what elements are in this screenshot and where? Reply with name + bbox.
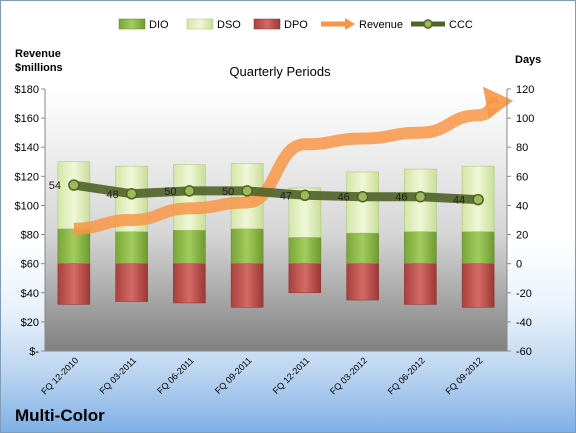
- x-tick-label: FQ 12-2010: [39, 355, 80, 396]
- ccc-point: [125, 188, 138, 200]
- left-tick-label: $20: [21, 317, 39, 329]
- ccc-data-label: 48: [107, 189, 119, 201]
- bar-dso: [173, 164, 206, 231]
- bar-dio: [288, 237, 322, 264]
- bar-dpo: [461, 263, 495, 308]
- ccc-data-label: 54: [49, 180, 61, 192]
- ccc-data-label: 44: [453, 195, 465, 207]
- legend: DIO DSO DPO Revenue CCC: [118, 18, 473, 31]
- left-tick-label: $60: [21, 259, 39, 271]
- right-tick-label: 40: [516, 200, 528, 212]
- ccc-point: [356, 190, 369, 203]
- left-tick-label: $40: [21, 288, 39, 300]
- revenue-arrowhead: [483, 86, 513, 119]
- x-tick-label: FQ 09-2011: [213, 355, 254, 396]
- ccc-line: [69, 180, 483, 205]
- left-tick-label: $120: [15, 171, 39, 183]
- legend-swatch: [186, 18, 214, 30]
- legend-label: Revenue: [359, 19, 403, 31]
- left-axis-title-line: Revenue: [15, 48, 61, 60]
- legend-marker: [423, 19, 433, 29]
- x-tick-label: FQ 03-2012: [328, 355, 369, 396]
- right-axis-title: Days: [515, 54, 541, 66]
- right-tick-label: 0: [516, 259, 522, 271]
- right-tick-label: -20: [516, 288, 532, 300]
- bar-dpo: [57, 263, 91, 305]
- legend-swatch: [253, 18, 281, 30]
- bar-dpo: [173, 263, 206, 304]
- ccc-data-label: 46: [395, 192, 407, 204]
- bar-dpo: [346, 263, 379, 301]
- legend-label: CCC: [449, 19, 473, 31]
- left-tick-label: $180: [15, 84, 39, 96]
- left-tick-label: $-: [29, 346, 39, 358]
- bar-dio: [461, 231, 495, 264]
- bar-dio: [346, 232, 379, 264]
- company-name: Multi-Color: [15, 406, 105, 425]
- ccc-point: [68, 179, 80, 191]
- left-tick-label: $140: [15, 142, 39, 154]
- legend-swatch: [118, 18, 146, 30]
- chart-subtitle: Quarterly Periods: [229, 64, 331, 79]
- ccc-point: [472, 193, 484, 206]
- revenue-line: [73, 97, 499, 235]
- bar-dpo: [230, 263, 264, 308]
- bar-dio: [173, 229, 206, 264]
- legend-label: DIO: [149, 19, 169, 31]
- left-tick-label: $80: [21, 230, 39, 242]
- left-tick-label: $100: [15, 200, 39, 212]
- bar-dpo: [288, 263, 322, 294]
- bar-dio: [115, 231, 148, 264]
- right-tick-label: 80: [516, 142, 528, 154]
- bar-dpo: [115, 263, 148, 302]
- x-tick-label: FQ 03-2011: [97, 355, 138, 396]
- left-axis-title-line: $millions: [15, 62, 63, 74]
- right-tick-label: 60: [516, 171, 528, 183]
- x-tick-label: FQ 06-2011: [155, 355, 196, 396]
- right-tick-label: 20: [516, 230, 528, 242]
- bar-dio: [404, 231, 437, 264]
- left-axis-title: Revenue $millions: [15, 48, 63, 74]
- right-tick-label: -60: [516, 346, 532, 358]
- left-tick-label: $160: [15, 113, 39, 125]
- right-tick-label: 120: [516, 84, 534, 96]
- ccc-point: [183, 185, 196, 197]
- x-tick-label: FQ 09-2012: [444, 355, 485, 396]
- ccc-data-label: 50: [222, 186, 234, 198]
- ccc-point: [299, 189, 311, 202]
- x-tick-label: FQ 06-2012: [386, 355, 427, 396]
- ccc-data-label: 50: [164, 186, 176, 198]
- ccc-point: [414, 190, 427, 203]
- right-tick-label: 100: [516, 113, 534, 125]
- legend-label: DSO: [217, 19, 241, 31]
- bar-dio: [230, 228, 264, 264]
- right-tick-label: -40: [516, 317, 532, 329]
- legend-arrowhead: [345, 18, 355, 30]
- ccc-data-label: 46: [338, 192, 350, 204]
- bar-dpo: [404, 263, 437, 305]
- bar-dso: [346, 171, 379, 234]
- lines-group: 54 48 50 50 47 46 46 44: [49, 86, 513, 235]
- ccc-data-label: 47: [280, 190, 292, 202]
- x-tick-label: FQ 12-2011: [271, 355, 312, 396]
- bar-dso: [57, 161, 91, 229]
- ccc-point: [241, 185, 253, 197]
- legend-label: DPO: [284, 19, 308, 31]
